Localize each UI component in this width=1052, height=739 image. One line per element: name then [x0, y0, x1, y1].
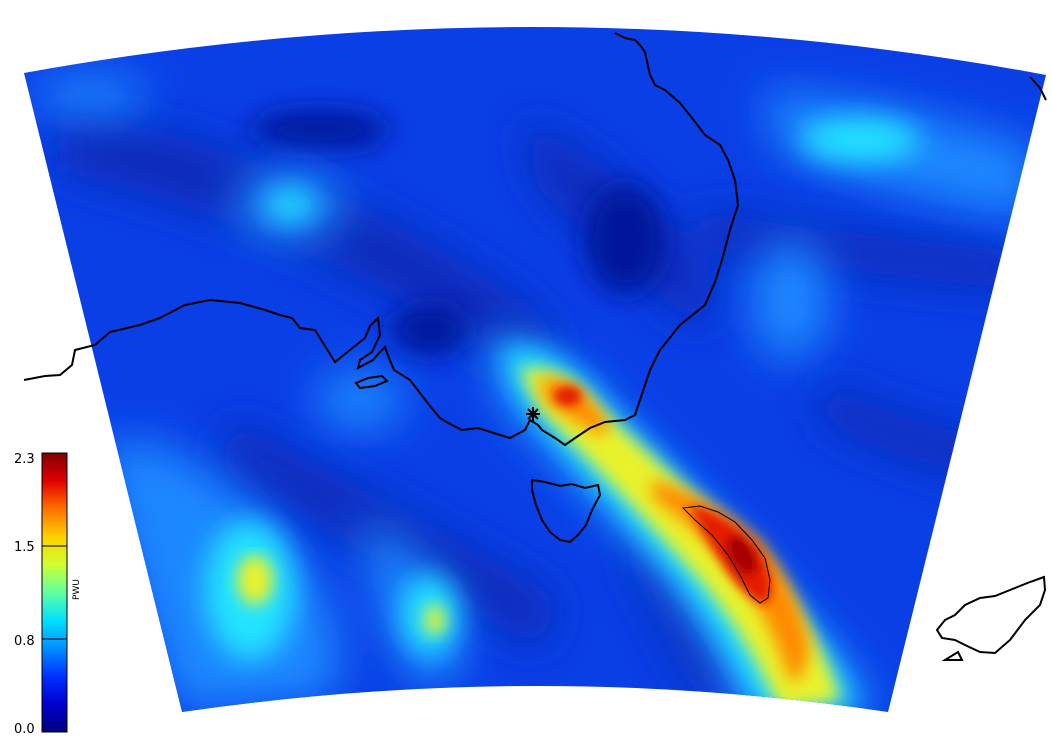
plume-red: [554, 386, 582, 406]
coastline-new-zealand: [935, 575, 1047, 655]
coastline-kangaroo-island: [354, 374, 389, 390]
moist-area: [315, 370, 405, 430]
moist-area: [30, 75, 150, 115]
deep-blob: [250, 110, 390, 150]
colorbar-tick-label-min: 0.0: [14, 722, 35, 737]
colorbar-tick-label-max: 2.3: [14, 452, 35, 467]
station-marker: [526, 407, 540, 421]
cyan-area: [265, 190, 315, 220]
plume-yellow: [520, 368, 840, 710]
deep-blob: [390, 305, 470, 355]
moist-core: [425, 605, 445, 635]
coastline-australia: [23, 32, 740, 447]
colorbar-tick-label-mid-high: 1.5: [14, 540, 35, 555]
colorbar: 2.3 1.5 0.8 0.0 PWU: [14, 452, 82, 737]
dark-band: [700, 210, 1020, 290]
moist-area: [750, 240, 830, 360]
colorbar-unit-label: PWU: [72, 579, 82, 600]
moist-core: [237, 555, 273, 605]
coastlines: [23, 32, 1047, 661]
plume-orange: [650, 480, 810, 682]
cyan-area: [800, 118, 920, 162]
coastline-island-outline: [681, 505, 771, 604]
coastline-new-zealand-tip: [941, 650, 964, 661]
coastline-tasmania: [531, 478, 602, 544]
colorbar-gradient: [41, 452, 68, 733]
dark-band: [60, 110, 560, 367]
deep-blob: [585, 185, 665, 295]
coastline-top-right: [1029, 76, 1047, 101]
colorbar-tick-label-mid-low: 0.8: [14, 634, 35, 649]
